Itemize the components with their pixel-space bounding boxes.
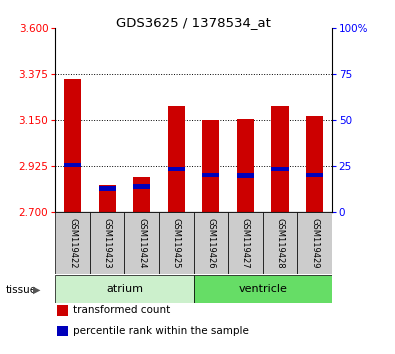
Text: GSM119424: GSM119424 <box>137 218 146 269</box>
Bar <box>167 106 185 212</box>
Text: GSM119425: GSM119425 <box>172 218 181 269</box>
Text: GSM119428: GSM119428 <box>275 218 284 269</box>
Text: GDS3625 / 1378534_at: GDS3625 / 1378534_at <box>116 16 271 29</box>
Bar <box>133 184 150 189</box>
Bar <box>98 186 116 191</box>
Bar <box>55 275 194 303</box>
Bar <box>64 163 81 167</box>
Text: GSM119422: GSM119422 <box>68 218 77 269</box>
Bar <box>98 185 116 212</box>
Bar <box>124 212 159 274</box>
Text: GSM119429: GSM119429 <box>310 218 319 269</box>
Bar <box>167 167 185 171</box>
Text: GSM119427: GSM119427 <box>241 218 250 269</box>
Text: atrium: atrium <box>106 284 143 294</box>
Text: transformed count: transformed count <box>73 306 170 315</box>
Bar <box>271 167 289 171</box>
Bar <box>194 275 332 303</box>
Text: GSM119423: GSM119423 <box>103 218 112 269</box>
Text: ventricle: ventricle <box>238 284 287 294</box>
Bar <box>263 212 297 274</box>
Text: tissue: tissue <box>6 285 37 295</box>
Text: GSM119426: GSM119426 <box>206 218 215 269</box>
Bar <box>237 173 254 178</box>
Bar <box>202 120 220 212</box>
Bar <box>194 212 228 274</box>
Bar <box>55 212 90 274</box>
Bar <box>297 212 332 274</box>
Bar <box>159 212 194 274</box>
Bar <box>64 79 81 212</box>
Bar <box>133 177 150 212</box>
Bar <box>237 119 254 212</box>
Bar <box>306 116 323 212</box>
Bar <box>228 212 263 274</box>
Bar <box>271 106 289 212</box>
Text: ▶: ▶ <box>33 285 40 295</box>
Bar <box>90 212 124 274</box>
Bar <box>202 172 220 177</box>
Bar <box>306 172 323 177</box>
Text: percentile rank within the sample: percentile rank within the sample <box>73 326 249 336</box>
